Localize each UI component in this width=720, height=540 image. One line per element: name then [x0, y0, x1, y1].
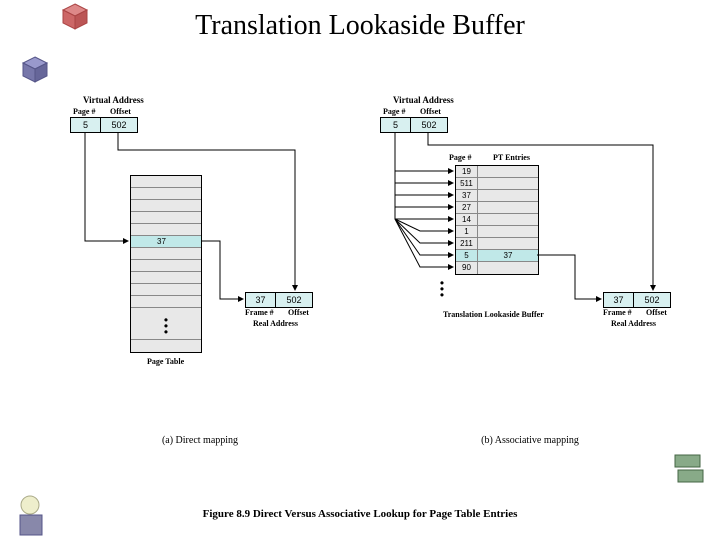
real-address-box: 37 502: [245, 292, 313, 308]
virtual-address-box: 5 502: [70, 117, 138, 133]
virtual-address-label: Virtual Address: [83, 95, 144, 105]
tlb-pg: 1: [456, 226, 478, 237]
tlb-pt: [478, 214, 538, 225]
tlb-pg: 211: [456, 238, 478, 249]
tlb-table: 19 511 37 27 14 1 211 537 90: [455, 165, 539, 275]
offset-value-real: 502: [276, 293, 312, 307]
decorative-icon: [670, 450, 710, 490]
page-num-label: Page #: [383, 107, 405, 116]
tlb-pg: 19: [456, 166, 478, 177]
page-value: 5: [381, 118, 411, 132]
tlb-pt: [478, 178, 538, 189]
tlb-pt-col-label: PT Entries: [493, 153, 530, 162]
frame-num-label: Frame #: [603, 308, 632, 317]
real-address-label: Real Address: [611, 319, 656, 328]
offset-label-real: Offset: [646, 308, 667, 317]
tlb-pt: [478, 238, 538, 249]
panel-b-caption: (b) Associative mapping: [365, 435, 695, 446]
tlb-pg: 27: [456, 202, 478, 213]
virtual-address-box: 5 502: [380, 117, 448, 133]
ellipsis: •••: [161, 317, 171, 335]
offset-label: Offset: [110, 107, 131, 116]
frame-num-label: Frame #: [245, 308, 274, 317]
tlb-pg: 37: [456, 190, 478, 201]
panel-direct-mapping: Virtual Address Page # Offset 5 502 37 •…: [55, 95, 345, 435]
panel-a-caption: (a) Direct mapping: [55, 435, 345, 446]
tlb-pt: 37: [478, 250, 538, 261]
page-num-label: Page #: [73, 107, 95, 116]
virtual-address-label: Virtual Address: [393, 95, 454, 105]
tlb-label: Translation Lookaside Buffer: [443, 310, 544, 319]
page-value: 5: [71, 118, 101, 132]
tlb-page-col-label: Page #: [449, 153, 471, 162]
offset-value-real: 502: [634, 293, 670, 307]
decorative-icon: [10, 490, 70, 540]
tlb-pt: [478, 190, 538, 201]
tlb-pg: 5: [456, 250, 478, 261]
page-table-label: Page Table: [147, 357, 184, 366]
figure-caption: Figure 8.9 Direct Versus Associative Loo…: [0, 508, 720, 520]
frame-value: 37: [604, 293, 634, 307]
cube-icon: [20, 55, 50, 85]
offset-label: Offset: [420, 107, 441, 116]
tlb-pt: [478, 202, 538, 213]
offset-value: 502: [101, 118, 137, 132]
tlb-pg: 90: [456, 262, 478, 274]
tlb-pg: 14: [456, 214, 478, 225]
tlb-pt: [478, 226, 538, 237]
offset-value: 502: [411, 118, 447, 132]
page-title: Translation Lookaside Buffer: [0, 10, 720, 42]
ellipsis: •••: [437, 280, 447, 298]
tlb-pg: 511: [456, 178, 478, 189]
panel-associative-mapping: Virtual Address Page # Offset 5 502 Page…: [365, 95, 695, 435]
real-address-label: Real Address: [253, 319, 298, 328]
real-address-box: 37 502: [603, 292, 671, 308]
frame-value: 37: [246, 293, 276, 307]
page-table-hit-value: 37: [157, 236, 166, 248]
tlb-pt: [478, 262, 538, 274]
offset-label-real: Offset: [288, 308, 309, 317]
tlb-pt: [478, 166, 538, 177]
